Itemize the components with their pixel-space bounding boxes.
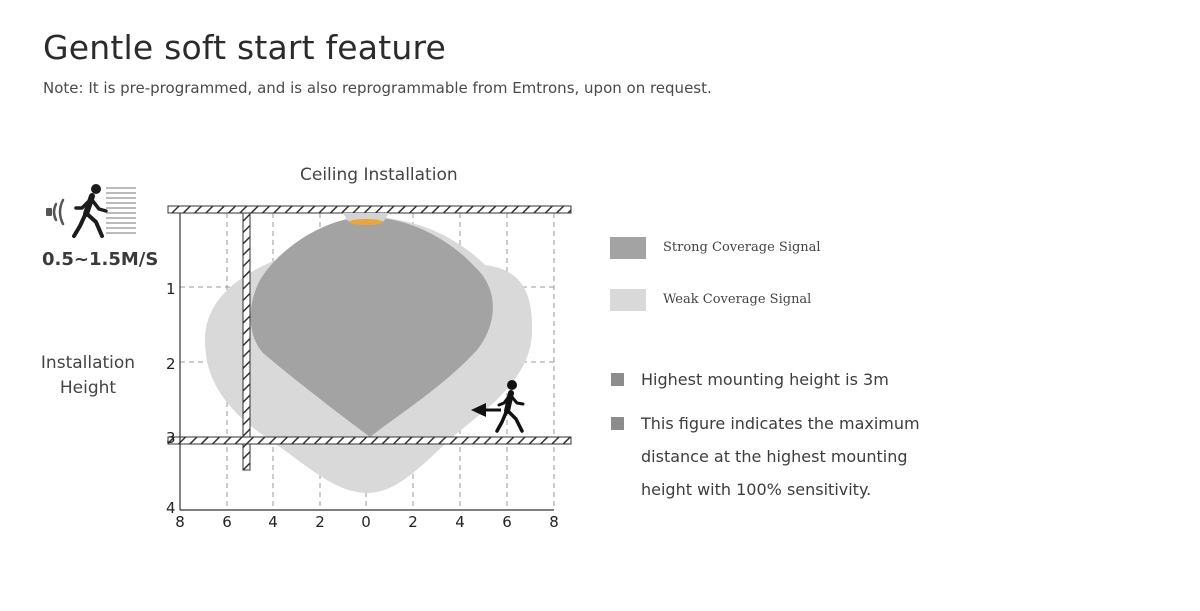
x-tick-8: 6 [502, 513, 512, 531]
bullet-1-line-1: Highest mounting height is 3m [641, 370, 889, 389]
walking-person-icon [495, 380, 525, 433]
y-tick-4: 4 [166, 499, 176, 517]
x-tick-1: 8 [175, 513, 185, 531]
diagram-title: Ceiling Installation [300, 165, 458, 185]
y-tick-2: 2 [166, 355, 176, 373]
speed-label: 0.5~1.5M/S [42, 249, 159, 270]
x-tick-6: 2 [408, 513, 418, 531]
legend-strong-label: Strong Coverage Signal [663, 240, 821, 255]
installation-height-line1: Installation [40, 353, 136, 373]
bullet-text-1: Highest mounting height is 3m [641, 363, 889, 396]
x-tick-9: 8 [549, 513, 559, 531]
x-tick-3: 4 [268, 513, 278, 531]
square-bullet-icon [611, 373, 624, 386]
bullet-2-line-3: height with 100% sensitivity. [641, 480, 872, 499]
wall-pole [242, 212, 251, 471]
bullet-item-1: Highest mounting height is 3m [611, 363, 911, 396]
bullet-text-2: This figure indicates the maximum distan… [641, 407, 920, 506]
legend-weak-swatch [610, 289, 646, 311]
left-arrow-icon [471, 403, 501, 417]
ceiling-line [167, 205, 572, 214]
bullet-2-line-2: distance at the highest mounting [641, 447, 908, 466]
legend-weak: Weak Coverage Signal [610, 289, 812, 311]
x-tick-7: 4 [455, 513, 465, 531]
x-tick-4: 2 [315, 513, 325, 531]
installation-height-line2: Height [59, 378, 117, 398]
strong-coverage-area [250, 217, 493, 437]
page-title: Gentle soft start feature [43, 28, 447, 67]
x-tick-5: 0 [361, 513, 371, 531]
ceiling-sensor-icon [343, 213, 389, 225]
square-bullet-icon [611, 417, 624, 430]
legend-weak-label: Weak Coverage Signal [663, 292, 812, 307]
y-tick-1: 1 [166, 280, 176, 298]
legend-strong: Strong Coverage Signal [610, 237, 821, 259]
motion-speed-icon [46, 184, 136, 238]
page-note: Note: It is pre-programmed, and is also … [43, 79, 712, 97]
floor-line [167, 436, 572, 445]
coverage-diagram: 1 2 3 4 8 6 4 2 0 2 4 6 8 [166, 205, 572, 531]
y-tick-3: 3 [166, 429, 176, 447]
bullet-item-2: This figure indicates the maximum distan… [611, 407, 920, 506]
x-tick-2: 6 [222, 513, 232, 531]
legend-strong-swatch [610, 237, 646, 259]
bullet-2-line-1: This figure indicates the maximum [641, 414, 920, 433]
installation-height-label: Installation Height [30, 351, 146, 401]
